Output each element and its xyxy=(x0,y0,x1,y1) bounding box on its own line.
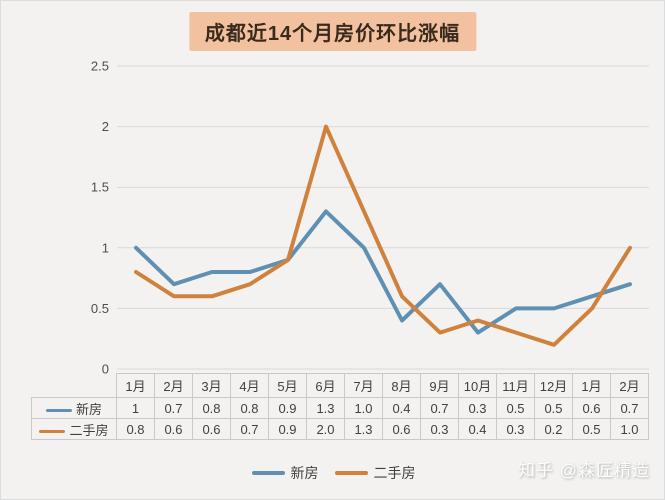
series-swatch-icon xyxy=(45,408,72,412)
table-month-header: 11月 xyxy=(496,373,535,398)
legend-item: 二手房 xyxy=(334,463,416,483)
series-name: 新房 xyxy=(75,401,102,417)
table-row-label: 二手房 xyxy=(31,418,117,440)
table-value-cell: 0.8 xyxy=(116,418,155,440)
y-axis-tick: 0 xyxy=(102,362,109,377)
table-value-cell: 0.7 xyxy=(420,397,459,419)
table-month-header: 10月 xyxy=(458,373,497,398)
series-line-二手房 xyxy=(134,124,632,347)
legend-line-icon xyxy=(251,471,285,475)
table-value-cell: 1.0 xyxy=(344,397,383,419)
y-axis-tick: 1.5 xyxy=(91,180,109,195)
series-swatch-icon xyxy=(39,429,66,433)
table-month-header: 8月 xyxy=(382,373,421,398)
table-month-header: 2月 xyxy=(610,373,649,398)
table-month-header: 6月 xyxy=(306,373,345,398)
table-value-cell: 0.6 xyxy=(192,418,231,440)
table-value-cell: 0.2 xyxy=(534,418,573,440)
series-name: 二手房 xyxy=(69,422,109,438)
y-axis-tick: 1 xyxy=(102,240,109,255)
table-month-header: 3月 xyxy=(192,373,231,398)
table-value-cell: 0.9 xyxy=(268,397,307,419)
chart-title: 成都近14个月房价环比涨幅 xyxy=(188,12,477,51)
table-value-cell: 0.5 xyxy=(572,418,611,440)
table-value-cell: 0.9 xyxy=(268,418,307,440)
series-line-新房 xyxy=(134,209,632,335)
table-value-cell: 0.4 xyxy=(458,418,497,440)
chart-legend: 新房 二手房 xyxy=(1,463,664,483)
table-month-header: 5月 xyxy=(268,373,307,398)
table-value-cell: 0.5 xyxy=(534,397,573,419)
table-value-cell: 0.8 xyxy=(230,397,269,419)
chart-data-table: 1月 2月 3月 4月 5月 6月 7月 8月 9月 10月 11月 12月 1月 2月 新房 1 0.7 0.8… xyxy=(31,373,649,440)
table-month-header: 1月 xyxy=(572,373,611,398)
table-value-cell: 0.3 xyxy=(420,418,459,440)
table-value-cell: 1.3 xyxy=(306,397,345,419)
legend-line-icon xyxy=(334,471,368,475)
table-value-cell: 0.7 xyxy=(154,397,193,419)
legend-label: 新房 xyxy=(290,465,319,481)
table-value-cell: 0.8 xyxy=(192,397,231,419)
table-value-cell: 0.6 xyxy=(154,418,193,440)
watermark: 知乎 @森匠精造 xyxy=(518,461,650,480)
table-corner-cell xyxy=(32,374,117,398)
legend-label: 二手房 xyxy=(373,465,416,481)
table-month-header: 4月 xyxy=(230,373,269,398)
table-value-cell: 2.0 xyxy=(306,418,345,440)
table-month-header: 7月 xyxy=(344,373,383,398)
table-month-header: 1月 xyxy=(116,373,155,398)
table-value-cell: 1 xyxy=(116,397,155,419)
table-month-header: 9月 xyxy=(420,373,459,398)
table-row-label: 新房 xyxy=(31,397,117,419)
y-axis-tick: 2.5 xyxy=(91,59,109,74)
table-value-cell: 0.3 xyxy=(458,397,497,419)
y-axis-tick: 0.5 xyxy=(91,301,109,316)
table-value-cell: 0.6 xyxy=(572,397,611,419)
table-value-cell: 0.5 xyxy=(496,397,535,419)
table-value-cell: 1.0 xyxy=(610,418,649,440)
table-value-cell: 0.6 xyxy=(382,418,421,440)
table-value-cell: 0.3 xyxy=(496,418,535,440)
table-month-header: 12月 xyxy=(534,373,573,398)
table-value-cell: 0.7 xyxy=(610,397,649,419)
table-value-cell: 0.7 xyxy=(230,418,269,440)
table-value-cell: 0.4 xyxy=(382,397,421,419)
legend-item: 新房 xyxy=(251,463,319,483)
table-value-cell: 1.3 xyxy=(344,418,383,440)
table-month-header: 2月 xyxy=(154,373,193,398)
y-axis-tick: 2 xyxy=(102,119,109,134)
